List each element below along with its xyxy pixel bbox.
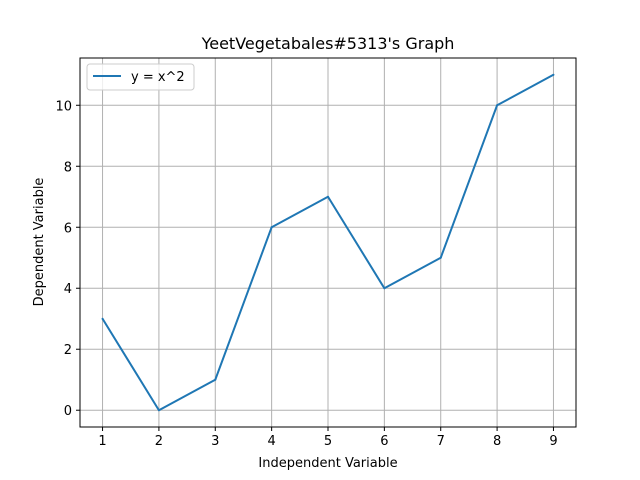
grid bbox=[80, 58, 576, 427]
data-point bbox=[270, 226, 273, 229]
chart-title: YeetVegetabales#5313's Graph bbox=[201, 34, 455, 53]
legend-label: y = x^2 bbox=[131, 70, 185, 85]
data-point bbox=[157, 409, 160, 412]
x-tick-label: 4 bbox=[267, 434, 275, 449]
data-point bbox=[214, 378, 217, 381]
data-point bbox=[552, 73, 555, 76]
y-tick-label: 10 bbox=[55, 99, 72, 114]
y-tick-label: 0 bbox=[64, 404, 72, 419]
x-tick-label: 3 bbox=[211, 434, 219, 449]
y-tick-label: 8 bbox=[64, 160, 72, 175]
legend: y = x^2 bbox=[86, 63, 195, 91]
x-tick-label: 7 bbox=[437, 434, 445, 449]
x-tick-label: 1 bbox=[98, 434, 106, 449]
series-group bbox=[101, 73, 555, 412]
data-point bbox=[496, 104, 499, 107]
x-axis: 1 2 3 4 5 6 7 8 9 bbox=[98, 427, 558, 449]
y-axis-label: Dependent Variable bbox=[32, 178, 47, 307]
x-tick-label: 8 bbox=[493, 434, 501, 449]
x-tick-label: 9 bbox=[549, 434, 557, 449]
data-point bbox=[439, 256, 442, 259]
y-tick-label: 4 bbox=[64, 282, 72, 297]
y-tick-label: 6 bbox=[64, 221, 72, 236]
y-axis: 0 2 4 6 8 10 bbox=[55, 99, 80, 419]
x-tick-label: 6 bbox=[380, 434, 388, 449]
x-tick-label: 2 bbox=[155, 434, 163, 449]
x-tick-label: 5 bbox=[324, 434, 332, 449]
data-point bbox=[101, 317, 104, 320]
legend-box bbox=[86, 63, 195, 91]
y-tick-label: 2 bbox=[64, 343, 72, 358]
x-axis-label: Independent Variable bbox=[258, 456, 397, 471]
data-point bbox=[383, 287, 386, 290]
data-point bbox=[327, 195, 329, 198]
